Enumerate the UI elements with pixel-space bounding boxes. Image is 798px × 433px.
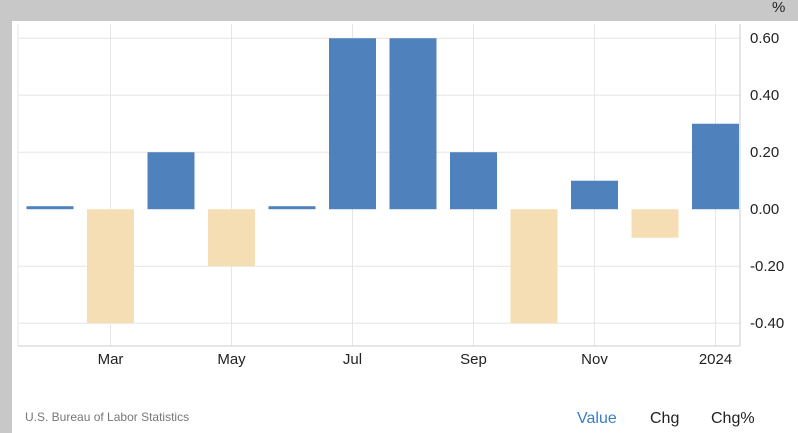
x-tick-label: Mar	[98, 351, 124, 368]
bar-feb	[26, 206, 74, 210]
x-tick-label: Jul	[343, 351, 362, 368]
bar-may	[208, 209, 255, 267]
bar-2024	[692, 123, 739, 210]
y-tick-label: 0.40	[750, 87, 779, 104]
bar-jun	[268, 206, 316, 210]
bar-mar	[87, 209, 134, 324]
bar-dec	[631, 209, 679, 238]
source-label: U.S. Bureau of Labor Statistics	[25, 410, 190, 424]
x-tick-label: May	[217, 351, 246, 368]
y-tick-label: 0.00	[750, 201, 779, 218]
mode-chg-button[interactable]: Chg	[650, 410, 680, 427]
unit-label: %	[772, 0, 786, 16]
y-tick-label: -0.20	[750, 258, 784, 275]
y-tick-label: 0.60	[750, 30, 779, 47]
mode-value-button[interactable]: Value	[577, 410, 617, 427]
bar-nov	[571, 180, 618, 210]
mode-toggle: Value Chg Chg%	[0, 410, 798, 430]
bar-oct	[510, 209, 558, 324]
x-tick-label: Nov	[581, 351, 608, 368]
x-tick-label: Sep	[460, 351, 487, 368]
bar-jul	[329, 38, 376, 210]
y-tick-label: -0.40	[750, 315, 784, 332]
x-tick-label: 2024	[699, 351, 732, 368]
bar-apr	[147, 152, 195, 210]
bar-sep	[450, 152, 497, 210]
chart-card: 0.60 0.40 0.20 0.00 -0.20 -0.40 Mar May Jul Sep No…	[12, 21, 798, 433]
mode-chgpct-button[interactable]: Chg%	[711, 410, 755, 427]
bar-aug	[389, 38, 437, 210]
y-tick-label: 0.20	[750, 144, 779, 161]
bar-chart: 0.60 0.40 0.20 0.00 -0.20 -0.40 Mar May Jul Sep No…	[17, 24, 784, 368]
